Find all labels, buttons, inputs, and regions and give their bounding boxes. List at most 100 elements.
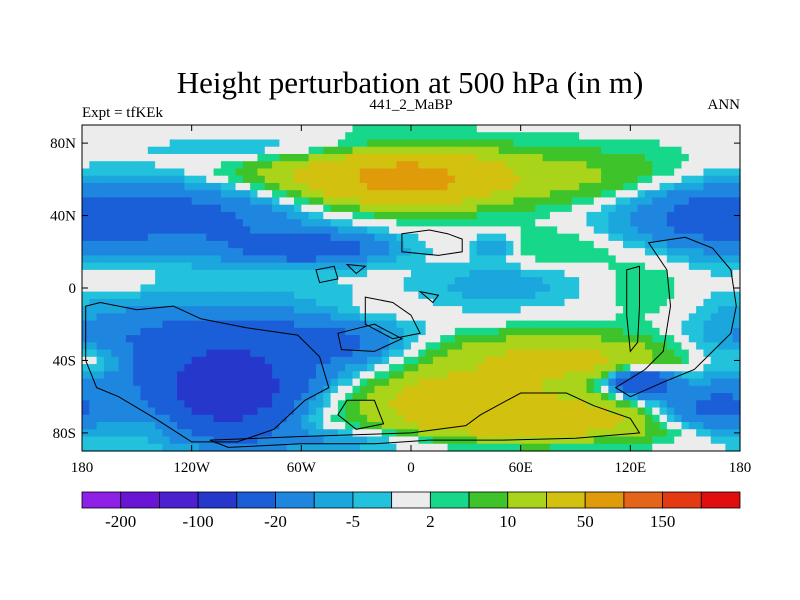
field-cell <box>484 327 493 336</box>
field-cell <box>484 313 493 322</box>
field-cell <box>469 291 478 300</box>
field-cell <box>359 378 368 387</box>
field-cell <box>381 146 390 155</box>
field-cell <box>542 182 551 191</box>
field-cell <box>498 349 507 358</box>
field-cell <box>454 182 463 191</box>
field-cell <box>579 298 588 307</box>
y-tick-label: 40S <box>53 353 76 369</box>
field-cell <box>462 277 471 285</box>
field-cell <box>367 436 376 445</box>
field-cell <box>432 262 441 271</box>
field-cell <box>286 233 295 242</box>
field-cell <box>162 320 171 329</box>
field-cell <box>644 356 653 365</box>
field-cell <box>359 269 368 278</box>
field-cell <box>184 407 193 416</box>
field-cell <box>506 443 514 452</box>
field-cell <box>82 175 90 184</box>
field-cell <box>125 168 134 177</box>
field-cell <box>345 182 354 191</box>
field-cell <box>447 146 456 155</box>
field-cell <box>323 190 332 199</box>
field-cell <box>491 291 500 300</box>
field-cell <box>315 161 324 170</box>
field-cell <box>506 400 514 409</box>
field-cell <box>703 197 712 206</box>
field-cell <box>403 414 412 423</box>
field-cell <box>630 248 639 256</box>
field-cell <box>593 422 602 430</box>
field-cell <box>564 248 573 256</box>
field-cell <box>411 371 419 380</box>
field-cell <box>257 371 266 380</box>
field-cell <box>696 327 705 336</box>
field-cell <box>520 364 529 372</box>
field-cell <box>432 277 441 285</box>
field-cell <box>359 146 368 155</box>
field-cell <box>696 378 705 387</box>
field-cell <box>659 335 668 343</box>
field-cell <box>557 269 566 278</box>
field-cell <box>308 284 317 293</box>
field-cell <box>264 313 273 322</box>
field-cell <box>228 364 237 372</box>
field-cell <box>301 125 310 133</box>
field-cell <box>469 385 478 394</box>
field-cell <box>235 407 244 416</box>
field-cell <box>557 436 566 445</box>
field-cell <box>206 219 215 228</box>
field-cell <box>96 248 105 256</box>
field-cell <box>506 182 514 191</box>
field-cell <box>257 284 266 293</box>
field-cell <box>681 393 690 401</box>
field-cell <box>535 161 544 170</box>
field-cell <box>133 255 142 264</box>
field-cell <box>389 422 397 430</box>
field-cell <box>220 233 229 242</box>
field-cell <box>191 378 200 387</box>
field-cell <box>403 277 412 285</box>
field-cell <box>374 320 383 329</box>
field-cell <box>242 342 251 351</box>
field-cell <box>476 269 485 278</box>
field-cell <box>454 125 463 133</box>
field-cell <box>462 313 471 322</box>
field-cell <box>250 356 259 365</box>
field-cell <box>666 327 675 336</box>
field-cell <box>542 320 551 329</box>
field-cell <box>418 407 427 416</box>
field-cell <box>403 371 412 380</box>
field-cell <box>330 436 339 445</box>
field-cell <box>666 429 675 438</box>
field-cell <box>718 211 726 220</box>
field-cell <box>396 291 405 300</box>
field-cell <box>637 291 646 300</box>
field-cell <box>644 385 653 394</box>
field-cell <box>659 349 668 358</box>
field-cell <box>513 211 522 220</box>
field-cell <box>557 385 566 394</box>
field-cell <box>549 204 558 213</box>
field-cell <box>630 385 639 394</box>
field-cell <box>601 153 609 162</box>
field-cell <box>498 298 507 307</box>
field-cell <box>637 371 646 380</box>
field-cell <box>294 335 302 343</box>
field-cell <box>345 248 354 256</box>
field-cell <box>484 349 493 358</box>
field-cell <box>220 168 229 177</box>
field-cell <box>359 313 368 322</box>
field-cell <box>425 211 434 220</box>
field-cell <box>279 233 288 242</box>
field-cell <box>301 385 310 394</box>
field-cell <box>89 407 98 416</box>
field-cell <box>367 378 376 387</box>
field-cell <box>498 356 507 365</box>
field-cell <box>432 153 441 162</box>
field-cell <box>337 349 346 358</box>
field-cell <box>666 269 675 278</box>
field-cell <box>228 197 237 206</box>
field-cell <box>220 298 229 307</box>
field-cell <box>732 371 741 380</box>
